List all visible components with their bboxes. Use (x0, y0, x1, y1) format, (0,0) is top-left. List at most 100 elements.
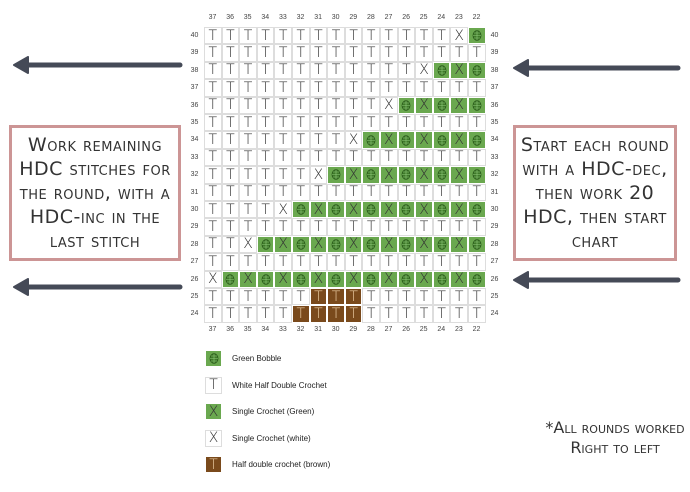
row-label-right: 38 (490, 66, 499, 74)
stitch-cell: T (362, 183, 380, 201)
stitch-cell: T (380, 183, 398, 201)
stitch-cell: T (292, 79, 310, 97)
bobble-icon (401, 204, 411, 215)
bobble-icon (261, 239, 270, 250)
stitch-cell: X (309, 166, 328, 184)
stitch-cell: T (204, 201, 222, 219)
stitch-cell: X (380, 270, 398, 288)
arrow-left-icon (513, 59, 681, 77)
stitch-cell: T (432, 27, 451, 45)
bobble-icon (331, 239, 341, 250)
stitch-cell: T (380, 114, 398, 132)
stitch-cell: T (274, 218, 292, 236)
stitch-cell: T (397, 218, 416, 236)
legend-item: X Single Crochet (Green) (205, 403, 314, 420)
stitch-cell: X (239, 270, 257, 288)
stitch-cell: T (221, 27, 240, 45)
legend-item: Green Bobble (205, 350, 281, 367)
stitch-cell: T (309, 61, 328, 80)
stitch-cell: T (239, 253, 257, 271)
stitch-cell (327, 201, 345, 219)
stitch-cell: T (204, 114, 222, 132)
column-label-bottom: 23 (454, 326, 463, 333)
column-label-bottom: 36 (226, 326, 234, 333)
row-label-left: 40 (190, 32, 199, 39)
stitch-cell: T (450, 218, 468, 236)
bobble-icon (296, 204, 306, 215)
stitch-cell: T (327, 79, 345, 97)
stitch-cell: T (204, 96, 222, 114)
stitch-cell: T (362, 96, 380, 114)
stitch-cell: T (309, 114, 328, 132)
bobble-icon (366, 204, 376, 215)
stitch-cell: T (432, 114, 451, 132)
stitch-cell (362, 131, 380, 149)
stitch-cell: X (415, 61, 433, 80)
stitch-cell: X (344, 235, 363, 254)
bobble-icon (401, 274, 411, 285)
row-label-left: 38 (190, 66, 199, 74)
row-label-right: 24 (490, 310, 499, 318)
stitch-cell: T (327, 148, 345, 167)
bobble-icon (296, 239, 306, 250)
stitch-cell: X (380, 235, 398, 254)
stitch-cell: X (415, 235, 433, 254)
row-label-right: 32 (490, 171, 499, 179)
stitch-cell: T (362, 288, 380, 306)
stitch-cell: T (204, 61, 222, 80)
stitch-cell: T (468, 218, 486, 236)
stitch-cell: T (344, 27, 363, 45)
row-label-left: 39 (190, 49, 199, 57)
row-label-right: 30 (490, 206, 499, 213)
stitch-cell: T (309, 305, 328, 323)
stitch-cell: T (292, 114, 310, 132)
stitch-cell: T (204, 148, 222, 167)
left-instruction-text: Work remaining HDC stitches for the roun… (19, 134, 171, 252)
stitch-cell: T (415, 79, 433, 97)
row-label-left: 27 (190, 258, 199, 266)
stitch-cell: T (327, 44, 345, 62)
stitch-cell: T (292, 148, 310, 167)
stitch-cell: T (204, 253, 222, 271)
stitch-cell: X (450, 235, 468, 254)
column-label-top: 29 (349, 14, 358, 21)
stitch-cell: T (380, 44, 398, 62)
legend-label: Single Crochet (white) (232, 433, 311, 443)
stitch-cell: T (274, 131, 292, 149)
stitch-cell: T (221, 305, 240, 323)
bobble-icon (331, 274, 341, 285)
column-label-top: 24 (437, 14, 446, 21)
column-label-bottom: 29 (349, 326, 358, 333)
stitch-cell: X (309, 201, 328, 219)
stitch-cell (397, 270, 416, 288)
stitch-cell: X (415, 96, 433, 114)
stitch-cell (397, 235, 416, 254)
stitch-cell: T (450, 288, 468, 306)
bobble-icon (437, 100, 446, 111)
stitch-cell: T (292, 166, 310, 184)
bobble-icon (296, 274, 306, 285)
stitch-cell: T (292, 27, 310, 45)
stitch-cell: T (344, 253, 363, 271)
stitch-cell: T (362, 305, 380, 323)
stitch-cell: X (415, 166, 433, 184)
stitch-cell: T (415, 148, 433, 167)
column-label-top: 22 (472, 14, 481, 21)
stitch-cell: T (221, 253, 240, 271)
stitch-cell: T (380, 218, 398, 236)
stitch-cell: T (415, 44, 433, 62)
row-label-left: 33 (190, 153, 199, 161)
stitch-cell: X (380, 166, 398, 184)
stitch-cell: T (309, 218, 328, 236)
bobble-icon (472, 100, 482, 111)
stitch-cell: T (397, 27, 416, 45)
stitch-cell: T (432, 305, 451, 323)
stitch-cell: X (450, 96, 468, 114)
row-label-left: 26 (190, 275, 199, 283)
stitch-cell: T (397, 253, 416, 271)
stitch-cell: T (432, 44, 451, 62)
row-label-left: 28 (190, 240, 199, 248)
bobble-icon (366, 169, 376, 181)
stitch-cell (362, 201, 380, 219)
stitch-cell (292, 270, 310, 288)
